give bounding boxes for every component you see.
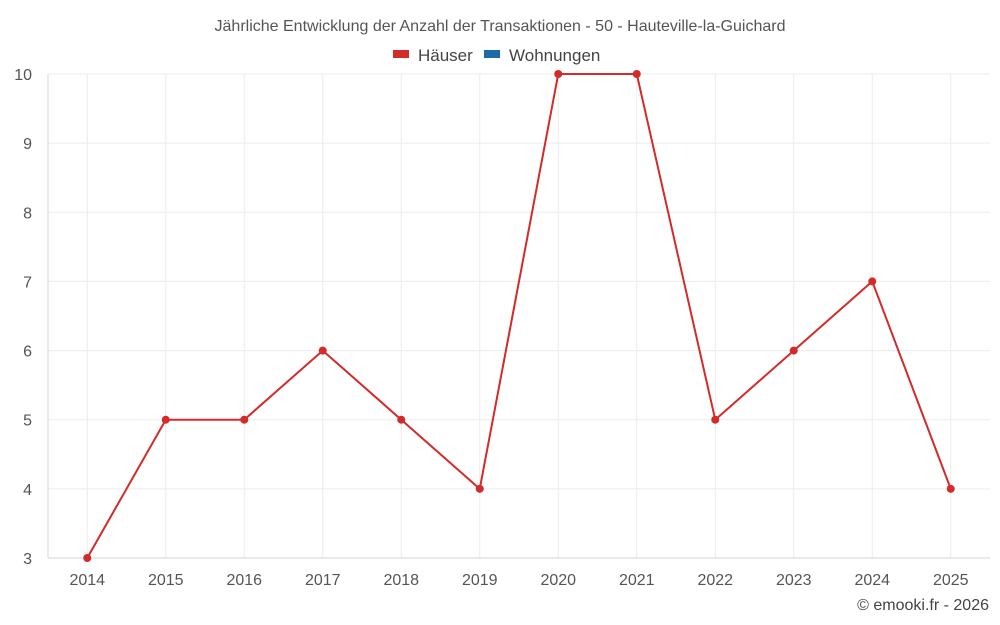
data-point-haeuser[interactable] [868,277,877,286]
x-tick-label: 2018 [383,572,419,589]
data-point-haeuser[interactable] [240,415,249,424]
x-tick-label: 2022 [697,572,733,589]
legend: Häuser Wohnungen [393,46,600,65]
y-tick-label: 10 [14,67,32,84]
series-haeuser [83,70,955,562]
x-tick-label: 2017 [305,572,341,589]
chart-title: Jährliche Entwicklung der Anzahl der Tra… [215,18,786,35]
x-axis: 2014 2015 2016 2017 2018 2019 2020 2021 2022 2023… [48,557,990,589]
data-point-haeuser[interactable] [711,415,720,424]
y-tick-label: 8 [23,205,32,222]
y-tick-label: 5 [23,413,32,430]
y-tick-label: 9 [23,136,32,153]
data-point-haeuser[interactable] [161,415,170,424]
x-tick-label: 2019 [462,572,498,589]
legend-label-haeuser[interactable]: Häuser [418,46,473,65]
x-tick-label: 2015 [148,572,184,589]
x-tick-label: 2023 [776,572,812,589]
data-point-haeuser[interactable] [475,484,484,493]
data-point-haeuser[interactable] [554,70,563,78]
legend-swatch-wohnungen [484,50,500,58]
y-tick-label: 6 [23,344,32,361]
grid [48,73,990,558]
x-tick-label: 2024 [854,572,890,589]
data-point-haeuser[interactable] [318,346,327,355]
x-tick-label: 2020 [540,572,576,589]
legend-swatch-haeuser [393,50,409,58]
series-line-haeuser [86,73,952,559]
y-axis: 3 4 5 6 7 8 9 10 [14,67,49,568]
data-point-haeuser[interactable] [83,554,92,562]
x-tick-label: 2016 [226,572,262,589]
x-tick-label: 2025 [933,572,969,589]
y-tick-label: 7 [23,274,32,291]
y-tick-label: 3 [23,551,32,568]
legend-label-wohnungen[interactable]: Wohnungen [509,46,600,65]
data-point-haeuser[interactable] [946,484,955,493]
x-tick-label: 2021 [619,572,655,589]
data-point-haeuser[interactable] [632,70,641,78]
data-point-haeuser[interactable] [789,346,798,355]
credit-text: © emooki.fr - 2026 [857,597,989,614]
x-tick-label: 2014 [69,572,105,589]
data-point-haeuser[interactable] [397,415,406,424]
y-tick-label: 4 [23,482,32,499]
